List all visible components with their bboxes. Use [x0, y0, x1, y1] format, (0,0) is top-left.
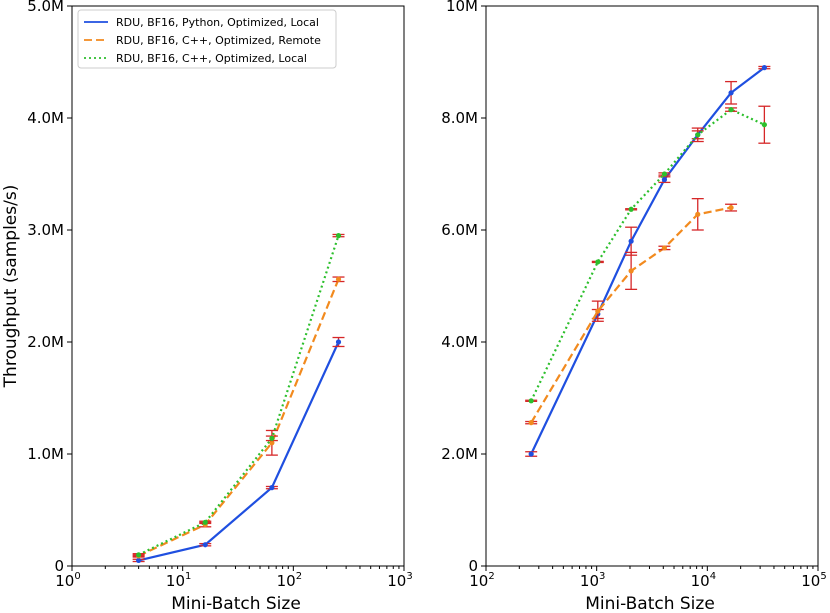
series-line: [530, 206, 732, 424]
data-point: [695, 211, 701, 217]
legend-entry: RDU, BF16, Python, Optimized, Local: [116, 16, 319, 29]
data-point: [136, 552, 142, 558]
plot-frame: [71, 5, 405, 567]
data-point: [269, 485, 275, 491]
y-tick-label: 0: [468, 557, 478, 575]
series-2: [525, 197, 738, 426]
data-point: [695, 132, 701, 138]
data-point: [628, 268, 634, 274]
data-point: [628, 238, 634, 244]
series-line: [138, 278, 340, 557]
y-axis-label: Throughput (samples/s): [1, 185, 21, 389]
y-tick-label: 5.0M: [27, 0, 64, 15]
data-point: [628, 206, 634, 212]
series-3: [525, 105, 771, 404]
data-point: [661, 245, 668, 251]
x-axis-label: Mini-Batch Size: [585, 594, 715, 613]
data-point: [595, 259, 601, 265]
series-1: [132, 336, 345, 564]
y-tick-label: 0: [54, 557, 64, 575]
data-point: [335, 276, 342, 282]
y-tick-label: 4.0M: [441, 333, 478, 351]
x-tick-label: 103: [580, 571, 605, 590]
x-tick-label: 100: [55, 571, 80, 590]
data-point: [728, 205, 734, 211]
series-line: [138, 235, 340, 556]
data-point: [728, 107, 734, 113]
data-point: [595, 308, 601, 314]
data-point: [202, 542, 208, 548]
series-2: [132, 276, 345, 559]
x-axis-label: Mini-Batch Size: [171, 594, 301, 613]
data-point: [728, 90, 734, 96]
series-3: [132, 233, 345, 558]
series-1: [525, 65, 771, 457]
y-tick-label: 2.0M: [27, 333, 64, 351]
data-point: [661, 177, 668, 183]
y-tick-label: 8.0M: [441, 109, 478, 127]
data-point: [528, 420, 534, 426]
legend: RDU, BF16, Python, Optimized, Local RDU, …: [77, 9, 337, 69]
legend-entry: RDU, BF16, C++, Optimized, Remote: [116, 34, 321, 47]
data-point: [136, 557, 142, 564]
y-tick-label: 2.0M: [441, 445, 478, 463]
data-point: [269, 435, 275, 441]
chart-panel-1: 0 1.0M 2.0M 3.0M 4.0M 5.0M 100 101 102 103 Mini-Ba…: [1, 0, 413, 613]
x-tick-label: 104: [691, 571, 716, 590]
x-tick-label: 103: [387, 571, 412, 590]
chart-panel-2: 0 2.0M 4.0M 6.0M 8.0M 10M 102 103 104 105 Mini-Bat…: [441, 0, 827, 613]
data-point: [335, 339, 342, 345]
data-point: [528, 451, 534, 457]
data-point: [528, 398, 534, 404]
plot-frame: [485, 5, 819, 567]
data-point: [269, 440, 275, 446]
y-tick-label: 1.0M: [27, 445, 64, 463]
y-tick-label: 4.0M: [27, 109, 64, 127]
y-tick-label: 6.0M: [441, 221, 478, 239]
series-line: [530, 108, 765, 402]
y-tick-label: 3.0M: [27, 221, 64, 239]
data-point: [202, 519, 208, 525]
series-line: [530, 66, 766, 455]
data-point: [761, 122, 767, 128]
data-point: [661, 171, 668, 177]
data-point: [335, 233, 342, 239]
x-tick-label: 102: [277, 571, 302, 590]
legend-box: [77, 9, 337, 69]
data-point: [761, 65, 767, 71]
x-tick-label: 102: [469, 571, 494, 590]
legend-entry: RDU, BF16, C++, Optimized, Local: [116, 52, 307, 65]
x-tick-label: 105: [801, 571, 826, 590]
x-tick-label: 101: [166, 571, 191, 590]
series-line: [138, 341, 340, 562]
y-tick-label: 10M: [446, 0, 478, 15]
